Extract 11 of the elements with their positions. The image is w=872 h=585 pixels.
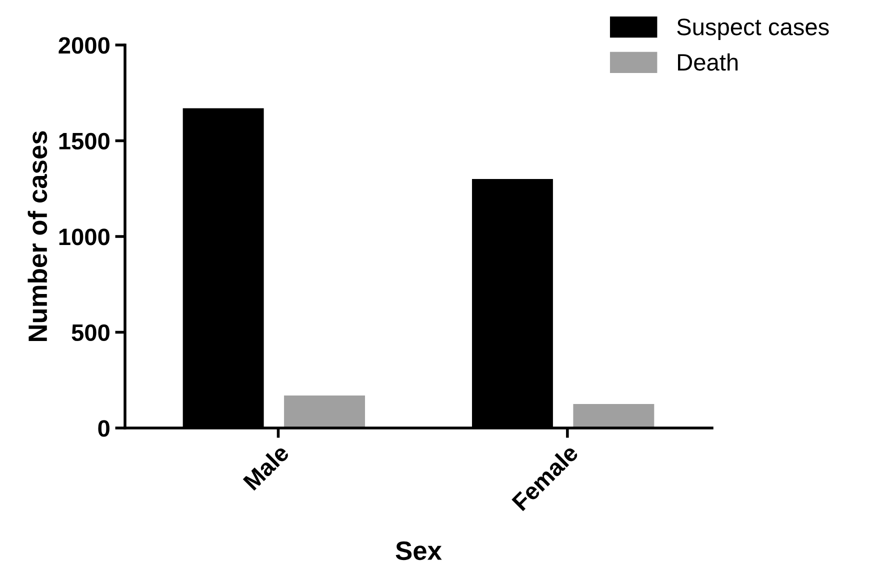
bar — [284, 395, 366, 428]
y-tick-label: 1500 — [59, 132, 110, 150]
y-tick-label: 2000 — [58, 37, 110, 54]
legend-label: Death — [678, 53, 738, 71]
y-axis-title: Number of cases — [28, 131, 48, 342]
y-tick-label: 1000 — [59, 228, 110, 246]
legend-label: Suspect cases — [677, 18, 829, 40]
y-tick-label: 500 — [72, 324, 110, 342]
bar — [573, 404, 654, 428]
x-axis-title: Sex — [396, 541, 442, 560]
y-tick-label: 0 — [98, 420, 110, 437]
